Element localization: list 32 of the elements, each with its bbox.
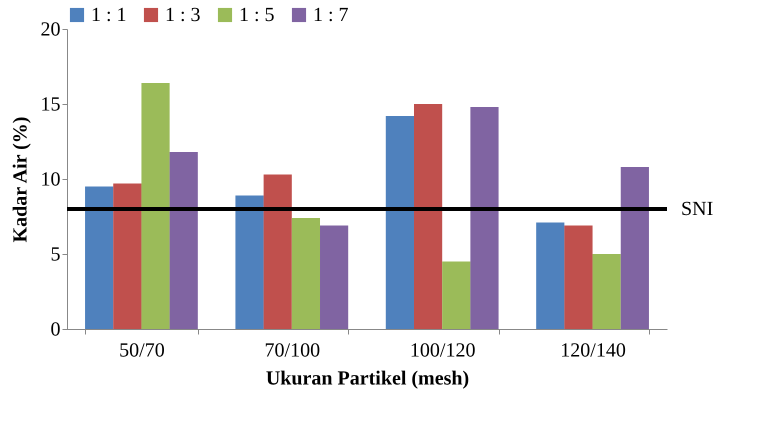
x-tick-label: 50/70 [119,340,165,362]
bar [386,116,414,329]
bar [170,152,198,329]
bar [564,226,593,329]
x-tick-label: 100/120 [410,340,476,362]
ref-line-label: SNI [681,198,714,220]
bar [141,83,170,329]
y-axis-title: Kadar Air (%) [10,116,32,242]
bar [292,218,320,329]
bar [113,184,142,329]
legend-label: 1 : 7 [313,4,349,26]
y-tick-label: 0 [50,318,60,340]
y-tick-label: 10 [40,168,60,190]
bar [536,222,564,329]
x-tick-label: 120/140 [560,340,626,362]
x-tick-label: 70/100 [264,340,320,362]
bar [442,262,470,329]
x-axis-title: Ukuran Partikel (mesh) [266,368,470,390]
bar [414,104,442,329]
bar [620,167,649,329]
bar [470,107,499,329]
y-tick-label: 15 [40,94,60,116]
legend-label: 1 : 5 [239,4,275,26]
bar [235,196,264,329]
bar [592,254,621,329]
y-tick-label: 5 [50,244,60,266]
y-tick-label: 20 [40,18,60,40]
bar [85,186,114,329]
legend-label: 1 : 3 [165,4,201,26]
bar [264,174,292,329]
legend-label: 1 : 1 [91,4,127,26]
bar [320,226,348,329]
